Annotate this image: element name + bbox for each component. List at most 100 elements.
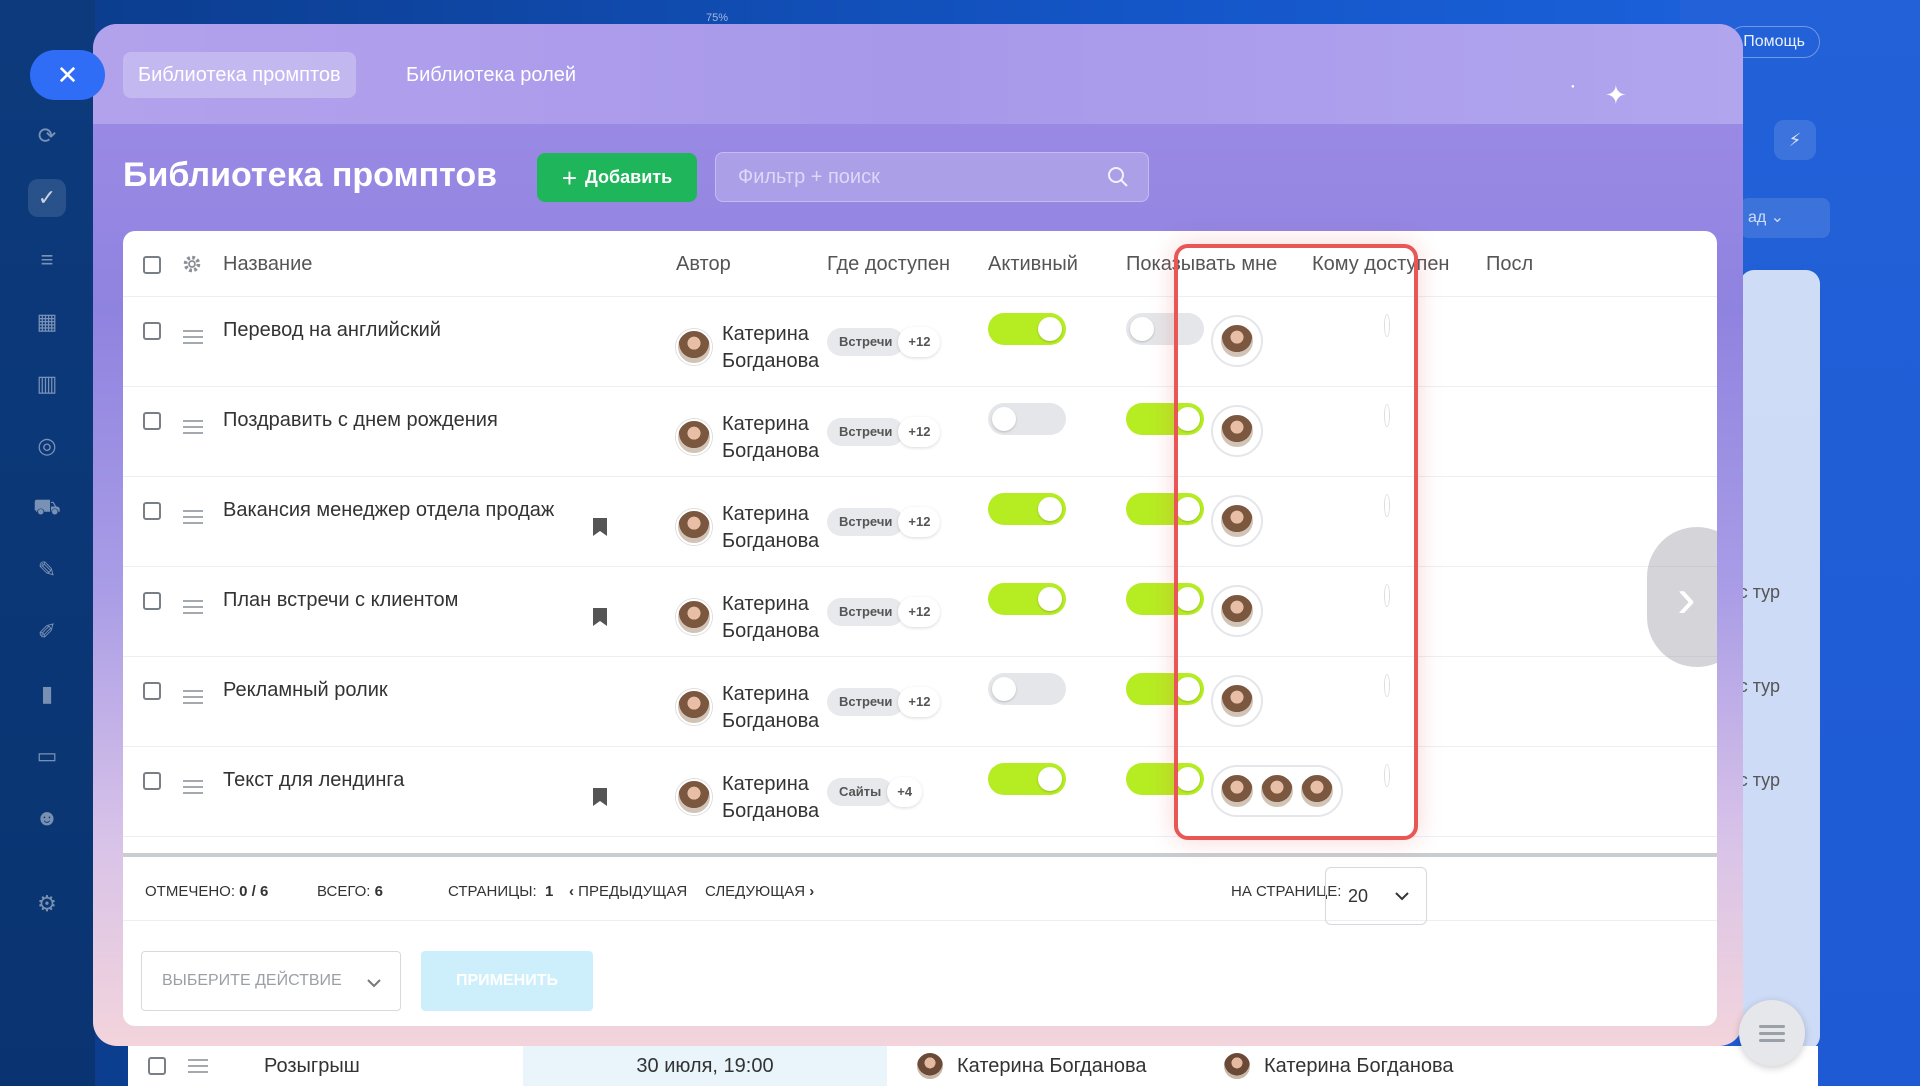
where-available[interactable]: Встречи +12 xyxy=(827,417,941,447)
where-available[interactable]: Сайты +4 xyxy=(827,777,923,807)
column-header-author[interactable]: Автор xyxy=(676,253,731,275)
bolt-icon[interactable]: ⚡ xyxy=(1774,120,1816,160)
avatar xyxy=(1219,593,1255,629)
drag-handle-icon[interactable] xyxy=(183,600,203,614)
drag-handle-icon[interactable] xyxy=(188,1059,208,1073)
active-toggle[interactable] xyxy=(988,403,1066,435)
author-name[interactable]: Катерина Богданова xyxy=(722,681,819,735)
author-name[interactable]: Катерина Богданова xyxy=(722,591,819,645)
add-button[interactable]: + Добавить xyxy=(537,153,697,202)
author-last-name: Богданова xyxy=(722,350,820,372)
table-row[interactable]: Рекламный ролик Катерина Богданова Встре… xyxy=(123,657,1717,747)
chart-icon[interactable]: ▮ xyxy=(40,681,54,706)
access-avatars[interactable] xyxy=(1211,495,1263,547)
active-toggle[interactable] xyxy=(988,673,1066,705)
sync-icon[interactable]: ⟳ xyxy=(37,123,57,148)
tab-role-library[interactable]: Библиотека ролей xyxy=(406,64,577,86)
cart-icon[interactable]: ⛟ xyxy=(33,493,61,519)
author-name[interactable]: Катерина Богданова xyxy=(722,321,819,375)
where-available[interactable]: Встречи +12 xyxy=(827,327,941,357)
drag-handle-icon[interactable] xyxy=(183,420,203,434)
building-icon[interactable]: ▥ xyxy=(36,371,58,396)
row-checkbox[interactable] xyxy=(143,502,161,520)
table-row[interactable]: План встречи с клиентом Катерина Богдано… xyxy=(123,567,1717,657)
row-checkbox[interactable] xyxy=(143,322,161,340)
total-value: 6 xyxy=(374,883,383,900)
access-avatars[interactable] xyxy=(1211,765,1343,817)
author-name[interactable]: Катерина Богданова xyxy=(722,501,819,555)
row-checkbox[interactable] xyxy=(143,412,161,430)
access-avatars[interactable] xyxy=(1211,315,1263,367)
prompt-name[interactable]: План встречи с клиентом xyxy=(223,589,459,611)
action-select[interactable]: Выберите действие xyxy=(141,951,401,1011)
drag-handle-icon[interactable] xyxy=(183,510,203,524)
table-row[interactable]: Вакансия менеджер отдела продаж Катерина… xyxy=(123,477,1717,567)
target-icon[interactable]: ◎ xyxy=(37,433,57,458)
access-avatars[interactable] xyxy=(1211,405,1263,457)
drag-handle-icon[interactable] xyxy=(183,330,203,344)
where-available[interactable]: Встречи +12 xyxy=(827,507,941,537)
where-available[interactable]: Встречи +12 xyxy=(827,687,941,717)
prompt-name[interactable]: Поздравить с днем рождения xyxy=(223,409,498,431)
column-header-name[interactable]: Название xyxy=(223,253,313,275)
document-icon[interactable]: ✎ xyxy=(37,557,57,582)
access-avatars[interactable] xyxy=(1211,585,1263,637)
active-toggle[interactable] xyxy=(988,493,1066,525)
apply-button[interactable]: Применить xyxy=(421,951,593,1011)
row-checkbox[interactable] xyxy=(143,592,161,610)
prev-page-button[interactable]: ‹ Предыдущая xyxy=(569,857,687,927)
show-me-toggle[interactable] xyxy=(1126,403,1204,435)
row-checkbox[interactable] xyxy=(143,772,161,790)
tasks-icon[interactable]: ✓ xyxy=(28,179,66,217)
table-row[interactable]: Поздравить с днем рождения Катерина Богд… xyxy=(123,387,1717,477)
active-toggle[interactable] xyxy=(988,583,1066,615)
bookmark-icon[interactable] xyxy=(592,517,608,537)
feed-button[interactable] xyxy=(1739,1000,1805,1066)
background-select[interactable]: ад ⌄ xyxy=(1740,198,1830,238)
gear-icon[interactable] xyxy=(181,253,203,275)
pen-icon[interactable]: ✐ xyxy=(37,619,57,644)
robot-icon[interactable]: ☻ xyxy=(35,805,59,830)
row-checkbox[interactable] xyxy=(143,682,161,700)
tab-prompt-library[interactable]: Библиотека промптов xyxy=(123,52,356,98)
table-row[interactable]: Текст для лендинга Катерина Богданова Са… xyxy=(123,747,1717,837)
column-header-show-me[interactable]: Показывать мне xyxy=(1126,253,1278,275)
table-row[interactable]: Перевод на английский Катерина Богданова… xyxy=(123,297,1717,387)
close-button[interactable]: ✕ xyxy=(30,50,105,100)
prompt-name[interactable]: Вакансия менеджер отдела продаж xyxy=(223,499,555,521)
drag-handle-icon[interactable] xyxy=(183,690,203,704)
author-name[interactable]: Катерина Богданова xyxy=(722,411,819,465)
where-available[interactable]: Встречи +12 xyxy=(827,597,941,627)
prompt-name[interactable]: Перевод на английский xyxy=(223,319,441,341)
column-header-where[interactable]: Где доступен xyxy=(827,253,951,275)
scroll-right-button[interactable]: › xyxy=(1647,527,1717,667)
row-checkbox[interactable] xyxy=(148,1057,166,1075)
search-input[interactable] xyxy=(716,153,1096,201)
column-header-last[interactable]: Посл xyxy=(1486,253,1534,275)
filter-icon[interactable]: ≡ xyxy=(40,247,54,272)
horizontal-scrollbar[interactable] xyxy=(123,853,1717,857)
select-all-checkbox[interactable] xyxy=(143,256,161,274)
settings-icon[interactable]: ⚙ xyxy=(37,891,57,916)
calendar-icon[interactable]: ▦ xyxy=(36,309,58,334)
author-name[interactable]: Катерина Богданова xyxy=(722,771,819,825)
active-toggle[interactable] xyxy=(988,313,1066,345)
column-header-active[interactable]: Активный xyxy=(988,253,1078,275)
search-icon[interactable] xyxy=(1106,165,1130,189)
show-me-toggle[interactable] xyxy=(1126,583,1204,615)
bookmark-icon[interactable] xyxy=(592,787,608,807)
show-me-toggle[interactable] xyxy=(1126,313,1204,345)
prompt-name[interactable]: Рекламный ролик xyxy=(223,679,388,701)
show-me-toggle[interactable] xyxy=(1126,493,1204,525)
drag-handle-icon[interactable] xyxy=(183,780,203,794)
toggle-knob xyxy=(1176,497,1200,521)
bookmark-icon[interactable] xyxy=(592,607,608,627)
prompt-name[interactable]: Текст для лендинга xyxy=(223,769,405,791)
show-me-toggle[interactable] xyxy=(1126,763,1204,795)
access-avatars[interactable] xyxy=(1211,675,1263,727)
id-card-icon[interactable]: ▭ xyxy=(36,743,58,768)
show-me-toggle[interactable] xyxy=(1126,673,1204,705)
active-toggle[interactable] xyxy=(988,763,1066,795)
next-page-button[interactable]: Следующая › xyxy=(705,857,814,927)
per-page-select[interactable]: 20 xyxy=(1325,867,1427,925)
